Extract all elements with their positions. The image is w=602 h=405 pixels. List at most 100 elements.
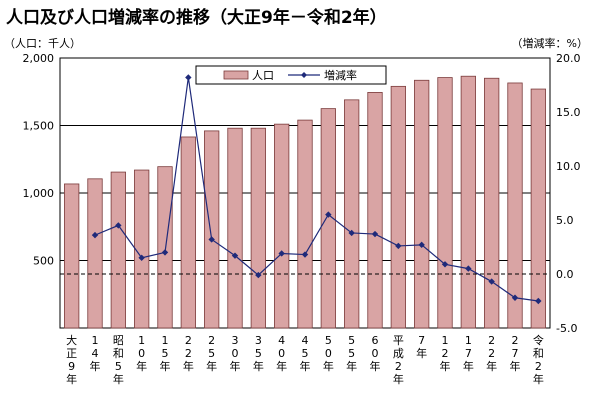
- growth-rate-marker: [185, 74, 192, 81]
- population-bar: [64, 183, 80, 329]
- x-tick-label: 1: [442, 334, 449, 347]
- population-bar: [320, 108, 336, 329]
- x-tick-label: 年: [323, 359, 334, 373]
- x-tick-label: 年: [253, 359, 264, 373]
- x-tick-label: 年: [113, 372, 124, 386]
- growth-rate-marker: [395, 242, 402, 250]
- x-tick-label: 和: [533, 347, 544, 360]
- population-bar: [87, 178, 103, 329]
- growth-rate-marker: [161, 249, 169, 256]
- population-bar: [274, 123, 290, 329]
- right-tick-label: -5.0: [556, 322, 577, 335]
- right-tick-label: 15.0: [556, 106, 581, 119]
- legend-marker-swatch: [301, 72, 307, 78]
- growth-rate-marker: [465, 265, 472, 272]
- population-bar: [414, 79, 430, 329]
- right-axis-unit: （増減率：%）: [511, 37, 588, 50]
- x-tick-label: 年: [66, 372, 77, 386]
- x-tick-label: 大: [66, 333, 77, 347]
- right-tick-label: 20.0: [556, 52, 581, 65]
- population-bar: [227, 127, 243, 329]
- growth-rate-line: [94, 77, 539, 302]
- x-tick-label: 年: [346, 359, 357, 373]
- x-tick-label: 年: [533, 372, 544, 386]
- right-tick-label: 5.0: [556, 214, 574, 227]
- x-tick-label: 年: [276, 359, 287, 373]
- right-tick-label: 10.0: [556, 160, 581, 173]
- population-bar: [484, 77, 500, 329]
- population-bar: [134, 169, 150, 329]
- x-tick-label: 5: [348, 347, 355, 360]
- population-bar: [390, 85, 406, 329]
- growth-rate-marker: [371, 230, 379, 238]
- growth-rate-marker: [488, 278, 495, 285]
- x-tick-label: 年: [510, 359, 521, 373]
- x-tick-label: 1: [162, 334, 169, 347]
- population-bar: [507, 82, 523, 329]
- x-tick-label: 年: [486, 359, 497, 373]
- x-tick-label: 0: [278, 347, 285, 360]
- growth-rate-marker: [441, 261, 449, 268]
- legend-label-growth-rate: 増減率: [324, 68, 357, 82]
- x-tick-label: 5: [348, 334, 355, 347]
- right-tick-label: 0.0: [556, 268, 574, 281]
- population-bar: [180, 136, 196, 329]
- x-tick-label: 年: [206, 359, 217, 373]
- x-tick-label: 令: [533, 333, 544, 347]
- x-tick-label: 4: [92, 347, 99, 360]
- x-tick-label: 2: [185, 347, 192, 360]
- population-bar: [297, 119, 313, 329]
- growth-rate-marker: [278, 250, 285, 257]
- x-tick-label: 平: [393, 334, 404, 347]
- x-tick-label: 年: [463, 359, 474, 373]
- growth-rate-marker: [255, 271, 262, 279]
- population-bar: [530, 88, 546, 329]
- x-tick-label: 5: [162, 347, 169, 360]
- growth-rate-marker: [325, 211, 332, 218]
- x-tick-label: 年: [440, 359, 451, 373]
- x-tick-label: 9: [68, 360, 75, 373]
- population-bar: [110, 171, 126, 329]
- x-tick-label: 5: [255, 347, 262, 360]
- x-tick-label: 1: [92, 334, 99, 347]
- growth-rate-marker: [511, 294, 519, 301]
- x-tick-label: 2: [395, 360, 402, 373]
- x-tick-label: 年: [230, 359, 241, 373]
- x-tick-label: 2: [488, 347, 495, 360]
- x-tick-label: 5: [325, 334, 332, 347]
- x-tick-label: 年: [90, 359, 101, 373]
- x-tick-label: 年: [160, 359, 171, 373]
- x-tick-label: 6: [372, 334, 379, 347]
- growth-rate-marker: [208, 236, 215, 243]
- legend-bar-swatch: [223, 70, 249, 80]
- left-tick-label: 2,000: [23, 52, 55, 65]
- x-tick-label: 3: [232, 334, 239, 347]
- x-tick-label: 3: [255, 334, 262, 347]
- growth-rate-marker: [115, 222, 122, 229]
- population-bar: [344, 99, 360, 329]
- x-tick-label: 2: [488, 334, 495, 347]
- x-tick-label: 0: [372, 347, 379, 360]
- x-tick-label: 7: [465, 347, 472, 360]
- population-bar: [460, 75, 476, 329]
- growth-rate-marker: [138, 254, 145, 261]
- x-tick-label: 年: [183, 359, 194, 373]
- x-tick-label: 年: [136, 359, 147, 373]
- x-tick-label: 0: [232, 347, 239, 360]
- x-tick-label: 7: [512, 347, 519, 360]
- x-tick-label: 5: [302, 347, 309, 360]
- growth-rate-marker: [348, 229, 355, 237]
- x-tick-label: 0: [325, 347, 332, 360]
- growth-rate-marker: [91, 231, 99, 239]
- x-tick-label: 7: [418, 334, 425, 347]
- population-bar: [437, 77, 453, 329]
- x-tick-label: 昭: [113, 334, 124, 347]
- x-tick-label: 0: [138, 347, 145, 360]
- x-tick-label: 4: [278, 334, 285, 347]
- population-bar: [250, 127, 266, 329]
- x-tick-label: 年: [300, 359, 311, 373]
- x-tick-label: 5: [115, 360, 122, 373]
- growth-rate-marker: [418, 241, 425, 249]
- x-tick-label: 年: [393, 372, 404, 386]
